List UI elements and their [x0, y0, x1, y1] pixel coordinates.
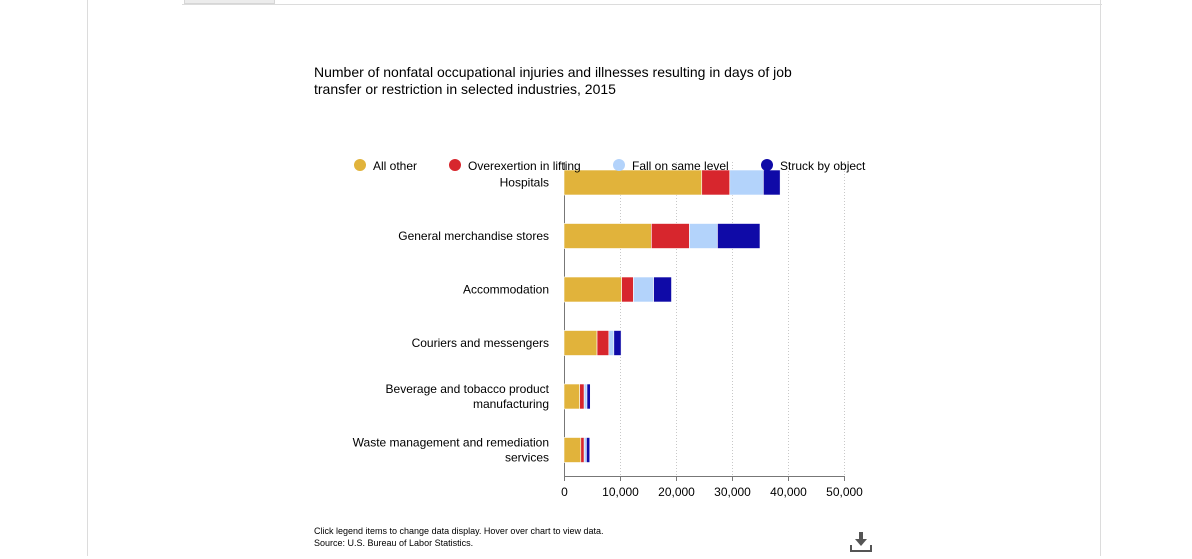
- legend-marker[interactable]: [354, 159, 366, 171]
- footnote-instructions: Click legend items to change data displa…: [314, 526, 604, 536]
- bar-segment[interactable]: Accommodation — All other: 10,300: [563, 276, 622, 303]
- category-label: Waste management and remediation services: [353, 436, 549, 465]
- legend-label[interactable]: Overexertion in lifting: [468, 159, 581, 173]
- bar-segment[interactable]: Beverage and tobacco product manufacturi…: [563, 383, 580, 410]
- legend-label[interactable]: All other: [373, 159, 417, 173]
- category-label: Accommodation: [463, 283, 549, 297]
- bar-segment[interactable]: General merchandise stores — All other: …: [563, 223, 652, 249]
- chart-panel: [87, 0, 1101, 556]
- x-tick-label: 40,000: [770, 485, 807, 499]
- bar-segment[interactable]: Waste management and remediation service…: [583, 437, 587, 463]
- legend-label[interactable]: Struck by object: [780, 159, 866, 173]
- category-label: Hospitals: [500, 176, 549, 190]
- x-tick-label: 0: [561, 485, 568, 499]
- bar-segment[interactable]: Beverage and tobacco product manufacturi…: [579, 383, 585, 410]
- bar-segment[interactable]: General merchandise stores — Fall on sam…: [689, 223, 718, 249]
- bar-segment[interactable]: Waste management and remediation service…: [563, 437, 582, 463]
- footnote-source: Source: U.S. Bureau of Labor Statistics.: [314, 538, 474, 548]
- chart-footnote: Click legend items to change data displa…: [314, 525, 603, 549]
- legend-marker[interactable]: [761, 159, 773, 171]
- bar-segment[interactable]: Hospitals — All other: 24,600: [563, 169, 703, 196]
- bar-segment[interactable]: Waste management and remediation service…: [586, 437, 591, 463]
- bar-segment[interactable]: Waste management and remediation service…: [580, 437, 585, 463]
- chart-title: Number of nonfatal occupational injuries…: [314, 64, 792, 97]
- legend-label[interactable]: Fall on same level: [632, 159, 729, 173]
- bar-segment[interactable]: Accommodation — Overexertion in lifting:…: [621, 276, 634, 303]
- category-label: Beverage and tobacco product manufacturin…: [386, 382, 550, 411]
- bar-segment[interactable]: Beverage and tobacco product manufacturi…: [586, 383, 591, 410]
- bar-segment[interactable]: Couriers and messengers — Fall on same l…: [608, 330, 615, 356]
- bar-segment[interactable]: Hospitals — Struck by object: 3,000: [763, 169, 781, 196]
- bar-segment[interactable]: General merchandise stores — Struck by o…: [717, 223, 761, 249]
- x-tick-label: 30,000: [714, 485, 751, 499]
- bar-segment[interactable]: Beverage and tobacco product manufacturi…: [583, 383, 588, 410]
- bar-segment[interactable]: Couriers and messengers — Overexertion i…: [596, 330, 610, 356]
- x-tick-label: 10,000: [602, 485, 639, 499]
- legend-marker[interactable]: [613, 159, 625, 171]
- download-button[interactable]: [848, 529, 874, 554]
- bar-segment[interactable]: Couriers and messengers — Struck by obje…: [613, 330, 622, 356]
- bar-segment[interactable]: Couriers and messengers — All other: 5,9…: [563, 330, 598, 356]
- bar-segment[interactable]: Hospitals — Fall on same level: 6,000: [729, 169, 764, 196]
- legend-marker[interactable]: [449, 159, 461, 171]
- bar-segment[interactable]: Accommodation — Fall on same level: 3,60…: [633, 276, 654, 303]
- category-label: Couriers and messengers: [412, 336, 549, 350]
- x-tick-label: 50,000: [826, 485, 863, 499]
- x-tick-label: 20,000: [658, 485, 695, 499]
- tab-chart[interactable]: [184, 0, 275, 4]
- category-label: General merchandise stores: [398, 229, 549, 243]
- bar-segment[interactable]: Hospitals — Overexertion in lifting: 5,0…: [701, 169, 731, 196]
- download-icon: [850, 532, 872, 552]
- bar-segment[interactable]: Accommodation — Struck by object: 3,200: [653, 276, 672, 303]
- tab-strip: [182, 0, 1102, 5]
- bar-segment[interactable]: General merchandise stores — Overexertio…: [651, 223, 690, 249]
